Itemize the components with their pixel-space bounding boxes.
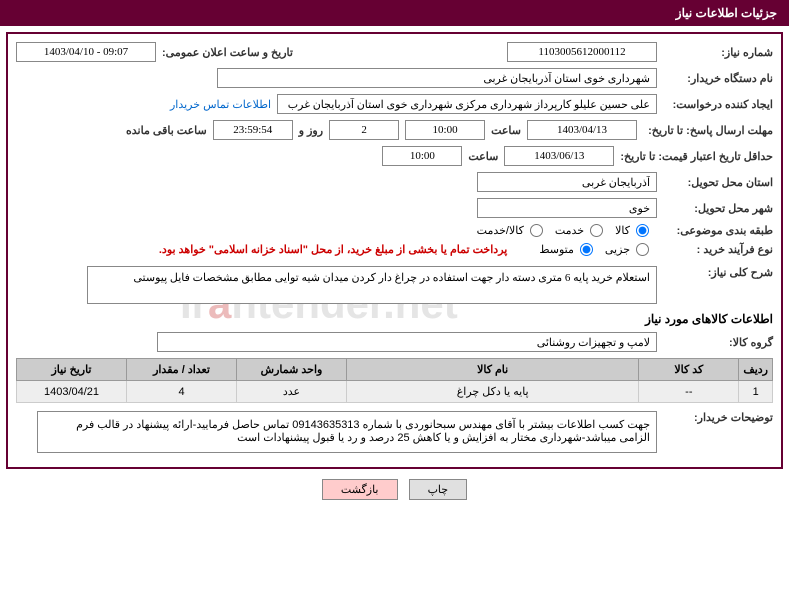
row-price-valid: حداقل تاریخ اعتبار قیمت: تا تاریخ: ساعت: [16, 146, 773, 166]
province-label: استان محل تحویل:: [663, 176, 773, 189]
payment-note: پرداخت تمام یا بخشی از مبلغ خرید، از محل…: [159, 243, 507, 256]
city-input[interactable]: [477, 198, 657, 218]
table-row: 1 -- پایه یا دکل چراغ عدد 4 1403/04/21: [17, 381, 773, 403]
td-name: پایه یا دکل چراغ: [347, 381, 639, 403]
th-name: نام کالا: [347, 359, 639, 381]
province-input[interactable]: [477, 172, 657, 192]
row-city: شهر محل تحویل:: [16, 198, 773, 218]
th-row: ردیف: [739, 359, 773, 381]
th-unit: واحد شمارش: [237, 359, 347, 381]
requester-label: ایجاد کننده درخواست:: [663, 98, 773, 111]
row-province: استان محل تحویل:: [16, 172, 773, 192]
radio-goods-label: کالا: [615, 224, 630, 237]
radio-both-label: کالا/خدمت: [477, 224, 524, 237]
price-valid-date-input[interactable]: [504, 146, 614, 166]
remaining-label: ساعت باقی مانده: [126, 124, 207, 137]
td-date: 1403/04/21: [17, 381, 127, 403]
row-buyer-desc: توضیحات خریدار: جهت کسب اطلاعات بیشتر با…: [16, 411, 773, 453]
row-requester: ایجاد کننده درخواست: اطلاعات تماس خریدار: [16, 94, 773, 114]
row-buyer-org: نام دستگاه خریدار:: [16, 68, 773, 88]
radio-service[interactable]: [590, 224, 603, 237]
buyer-desc-box: جهت کسب اطلاعات بیشتر با آقای مهندس سبحا…: [37, 411, 657, 453]
row-category: طبقه بندی موضوعی: کالا خدمت کالا/خدمت: [16, 224, 773, 237]
radio-medium-label: متوسط: [539, 243, 574, 256]
buyer-org-label: نام دستگاه خریدار:: [663, 72, 773, 85]
reply-time-input[interactable]: [405, 120, 485, 140]
main-frame: Irantender.net شماره نیاز: تاریخ و ساعت …: [6, 32, 783, 469]
need-no-input[interactable]: [507, 42, 657, 62]
page-header: جزئیات اطلاعات نیاز: [0, 0, 789, 26]
reply-date-input[interactable]: [527, 120, 637, 140]
radio-partial-label: جزیی: [605, 243, 630, 256]
td-qty: 4: [127, 381, 237, 403]
items-section-title: اطلاعات کالاهای مورد نیاز: [16, 312, 773, 326]
category-radio-group: کالا خدمت کالا/خدمت: [477, 224, 657, 237]
buyer-desc-label: توضیحات خریدار:: [663, 411, 773, 424]
city-label: شهر محل تحویل:: [663, 202, 773, 215]
action-bar: چاپ بازگشت: [0, 479, 789, 500]
process-radio-group: جزیی متوسط: [539, 243, 657, 256]
category-label: طبقه بندی موضوعی:: [663, 224, 773, 237]
summary-label: شرح کلی نیاز:: [663, 266, 773, 279]
td-code: --: [639, 381, 739, 403]
price-valid-label: حداقل تاریخ اعتبار قیمت: تا تاریخ:: [620, 150, 773, 163]
group-label: گروه کالا:: [663, 336, 773, 349]
announce-label: تاریخ و ساعت اعلان عمومی:: [162, 46, 293, 59]
contact-link[interactable]: اطلاعات تماس خریدار: [170, 98, 271, 111]
table-header-row: ردیف کد کالا نام کالا واحد شمارش تعداد /…: [17, 359, 773, 381]
buyer-org-input[interactable]: [217, 68, 657, 88]
row-summary: شرح کلی نیاز:: [16, 266, 773, 304]
radio-partial[interactable]: [636, 243, 649, 256]
announce-input[interactable]: [16, 42, 156, 62]
header-title: جزئیات اطلاعات نیاز: [676, 6, 777, 20]
days-input[interactable]: [329, 120, 399, 140]
summary-textarea[interactable]: [87, 266, 657, 304]
time-label-1: ساعت: [491, 124, 521, 137]
radio-medium[interactable]: [580, 243, 593, 256]
td-unit: عدد: [237, 381, 347, 403]
radio-both[interactable]: [530, 224, 543, 237]
items-table: ردیف کد کالا نام کالا واحد شمارش تعداد /…: [16, 358, 773, 403]
days-label: روز و: [299, 124, 323, 137]
radio-goods[interactable]: [636, 224, 649, 237]
need-no-label: شماره نیاز:: [663, 46, 773, 59]
process-label: نوع فرآیند خرید :: [663, 243, 773, 256]
th-qty: تعداد / مقدار: [127, 359, 237, 381]
th-code: کد کالا: [639, 359, 739, 381]
radio-service-label: خدمت: [555, 224, 584, 237]
group-input[interactable]: [157, 332, 657, 352]
requester-input[interactable]: [277, 94, 657, 114]
countdown-input[interactable]: [213, 120, 293, 140]
th-date: تاریخ نیاز: [17, 359, 127, 381]
td-row: 1: [739, 381, 773, 403]
time-label-2: ساعت: [468, 150, 498, 163]
row-need-number: شماره نیاز: تاریخ و ساعت اعلان عمومی:: [16, 42, 773, 62]
back-button[interactable]: بازگشت: [322, 479, 398, 500]
reply-deadline-label: مهلت ارسال پاسخ: تا تاریخ:: [643, 124, 773, 137]
row-process: نوع فرآیند خرید : جزیی متوسط پرداخت تمام…: [16, 243, 773, 256]
row-group: گروه کالا:: [16, 332, 773, 352]
print-button[interactable]: چاپ: [409, 479, 468, 500]
price-valid-time-input[interactable]: [382, 146, 462, 166]
row-reply-deadline: مهلت ارسال پاسخ: تا تاریخ: ساعت روز و سا…: [16, 120, 773, 140]
